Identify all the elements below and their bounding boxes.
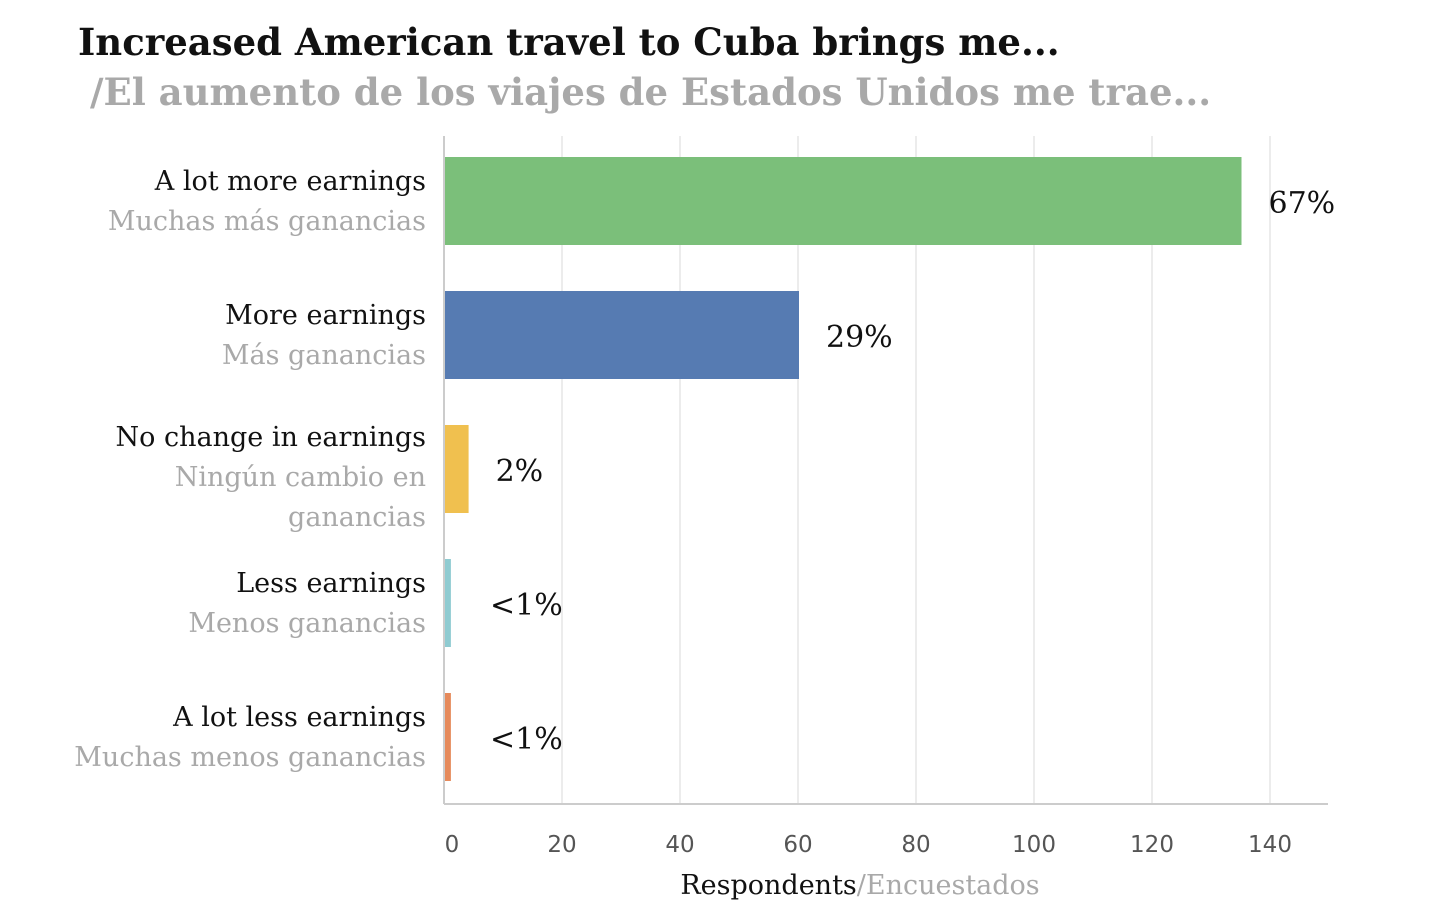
x-axis-title-es: /Encuestados: [856, 870, 1040, 901]
bar-2: [445, 425, 469, 513]
category-label-es-2-1: ganancias: [288, 502, 426, 533]
gridlines: [561, 136, 1271, 804]
category-label-es-0-0: Muchas más ganancias: [108, 206, 426, 237]
x-tick-label-60: 60: [783, 832, 812, 858]
category-label-en-0: A lot more earnings: [154, 166, 426, 197]
data-label-4: <1%: [490, 722, 563, 757]
x-tick-label-80: 80: [901, 832, 930, 858]
x-tick-label-20: 20: [547, 832, 576, 858]
x-tick-label-40: 40: [665, 832, 694, 858]
category-label-en-1: More earnings: [225, 300, 426, 331]
bar-3: [445, 559, 451, 647]
category-label-es-1-0: Más ganancias: [222, 340, 426, 371]
chart-title: Increased American travel to Cuba brings…: [78, 20, 1060, 64]
x-tick-label-140: 140: [1248, 832, 1292, 858]
category-label-en-4: A lot less earnings: [172, 702, 426, 733]
bars: [445, 157, 1242, 781]
category-label-es-3-0: Menos ganancias: [188, 608, 426, 639]
x-tick-label-0: 0: [445, 832, 460, 858]
bar-4: [445, 693, 451, 781]
data-label-2: 2%: [496, 454, 544, 489]
axes: [443, 136, 1328, 805]
category-label-es-2-0: Ningún cambio en: [175, 462, 426, 493]
category-labels: A lot more earnings Muchas más ganancias M…: [74, 166, 426, 773]
x-tick-label-120: 120: [1130, 832, 1174, 858]
x-tick-labels: 0 20 40 60 80 100 120 140: [445, 832, 1292, 858]
data-labels: 67% 29% 2% <1% <1%: [490, 186, 1335, 757]
data-label-1: 29%: [826, 320, 893, 355]
bar-1: [445, 291, 799, 379]
category-label-es-4-0: Muchas menos ganancias: [74, 742, 426, 773]
data-label-0: 67%: [1269, 186, 1336, 221]
x-axis-title-en: Respondents: [680, 870, 857, 901]
data-label-3: <1%: [490, 588, 563, 623]
category-label-en-3: Less earnings: [236, 568, 426, 599]
x-axis-title: Respondents/Encuestados: [0, 870, 1430, 901]
x-tick-label-100: 100: [1012, 832, 1056, 858]
bar-0: [445, 157, 1242, 245]
chart-subtitle: /El aumento de los viajes de Estados Uni…: [90, 70, 1212, 114]
category-label-en-2: No change in earnings: [116, 422, 426, 453]
